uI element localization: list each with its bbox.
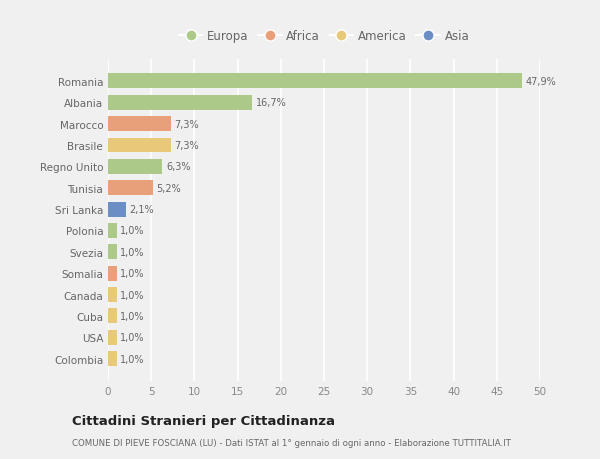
Text: 1,0%: 1,0% [120,226,145,236]
Text: 1,0%: 1,0% [120,311,145,321]
Bar [108,117,171,132]
Text: 47,9%: 47,9% [526,77,556,87]
Text: 5,2%: 5,2% [157,183,181,193]
Bar [108,181,153,196]
Bar [108,287,116,302]
Text: 1,0%: 1,0% [120,354,145,364]
Bar [108,266,116,281]
Text: 6,3%: 6,3% [166,162,190,172]
Text: COMUNE DI PIEVE FOSCIANA (LU) - Dati ISTAT al 1° gennaio di ogni anno - Elaboraz: COMUNE DI PIEVE FOSCIANA (LU) - Dati IST… [72,438,511,447]
Bar [108,224,116,238]
Text: 1,0%: 1,0% [120,269,145,279]
Bar [108,245,116,260]
Bar [108,74,522,89]
Bar [108,352,116,366]
Legend: Europa, Africa, America, Asia: Europa, Africa, America, Asia [179,30,469,43]
Text: Cittadini Stranieri per Cittadinanza: Cittadini Stranieri per Cittadinanza [72,414,335,428]
Bar [108,138,171,153]
Text: 2,1%: 2,1% [130,205,154,215]
Text: 1,0%: 1,0% [120,333,145,342]
Text: 7,3%: 7,3% [175,119,199,129]
Text: 16,7%: 16,7% [256,98,286,108]
Bar [108,160,163,174]
Bar [108,95,252,111]
Bar [108,309,116,324]
Bar [108,330,116,345]
Text: 7,3%: 7,3% [175,141,199,151]
Text: 1,0%: 1,0% [120,290,145,300]
Text: 1,0%: 1,0% [120,247,145,257]
Bar [108,202,126,217]
